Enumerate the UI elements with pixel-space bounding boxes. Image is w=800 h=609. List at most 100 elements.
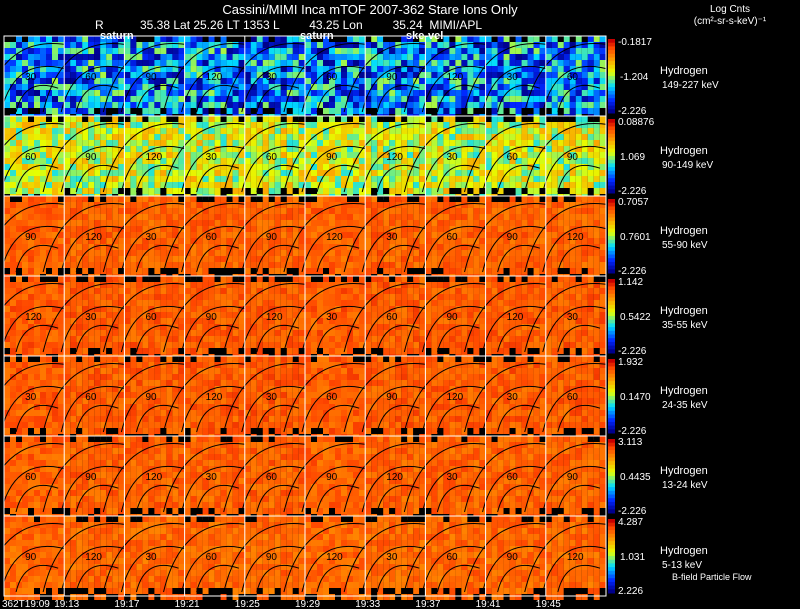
contour-label: 120 — [446, 72, 463, 83]
colorbar-max-label: 1.142 — [618, 277, 643, 288]
contour-line — [0, 65, 74, 113]
colorbar-mid-label: 0.4435 — [620, 472, 651, 483]
contour-line — [15, 484, 59, 513]
contour-line — [557, 84, 601, 113]
contour-line — [75, 244, 119, 273]
contour-line — [0, 305, 74, 353]
contour-label: 30 — [145, 552, 157, 563]
contour-line — [436, 484, 480, 513]
subtitle-ephemeris: 35.38 Lat 25.26 LT 1353 L 43.25 Lon 35.2… — [140, 18, 482, 32]
colorbar-min-label: -2.226 — [618, 506, 647, 517]
colorbar-min-label: -2.226 — [618, 106, 647, 117]
contour-line — [316, 164, 360, 193]
heatmap-panel: 90 — [223, 516, 333, 600]
contour-label: 90 — [386, 72, 398, 83]
contour-line — [376, 164, 420, 193]
contour-line — [256, 244, 300, 273]
contour-line — [436, 324, 480, 353]
contour-line — [241, 145, 315, 193]
contour-line — [15, 244, 59, 273]
contour-line — [436, 564, 480, 593]
contour-line — [256, 324, 300, 353]
contour-line — [376, 564, 420, 593]
contour-line — [482, 225, 555, 273]
heatmap-panel: 60 — [464, 436, 574, 520]
colorbar — [608, 119, 615, 194]
heatmap-panel: 60 — [0, 436, 92, 520]
contour-line — [557, 324, 601, 353]
heatmap-panel: 30 — [102, 516, 212, 600]
contour-label: 30 — [145, 232, 157, 243]
contour-label: 90 — [567, 152, 579, 163]
contour-label: 120 — [446, 392, 463, 403]
contour-label: 30 — [25, 72, 37, 83]
contour-label: 120 — [567, 232, 584, 243]
contour-label: 120 — [567, 552, 584, 563]
contour-line — [241, 305, 315, 353]
contour-line — [181, 545, 254, 593]
contour-line — [482, 145, 555, 193]
contour-line — [196, 244, 239, 273]
contour-label: 120 — [25, 312, 42, 323]
colorbar-max-label: 1.932 — [618, 357, 643, 368]
contour-line — [256, 404, 300, 433]
contour-label: 60 — [25, 152, 37, 163]
energy-label: 55-90 keV — [662, 240, 708, 251]
contour-line — [60, 385, 134, 433]
colorbar-max-label: 0.7057 — [618, 197, 649, 208]
heatmap-panel: 60 — [163, 196, 273, 280]
contour-line — [135, 484, 179, 513]
contour-line — [0, 545, 74, 593]
contour-label: 30 — [326, 312, 338, 323]
contour-line — [15, 84, 59, 113]
contour-line — [421, 465, 495, 513]
contour-line — [60, 145, 134, 193]
contour-line — [135, 404, 179, 433]
heatmap-panel: 90 — [102, 36, 212, 120]
contour-label: 30 — [206, 472, 218, 483]
contour-line — [0, 145, 74, 193]
contour-line — [75, 404, 119, 433]
energy-label: 35-55 keV — [662, 320, 708, 331]
contour-label: 30 — [507, 392, 519, 403]
contour-line — [301, 225, 375, 273]
contour-line — [120, 65, 194, 113]
colorbar — [608, 39, 615, 114]
contour-label: 60 — [206, 232, 218, 243]
contour-label: 120 — [326, 552, 343, 563]
species-label: Hydrogen — [660, 145, 708, 157]
heatmap-panel: 90 — [464, 516, 574, 600]
contour-line — [60, 545, 134, 593]
contour-line — [316, 244, 360, 273]
heatmap-panel: 30 — [102, 196, 212, 280]
contour-line — [120, 385, 194, 433]
contour-label: 30 — [206, 152, 218, 163]
contour-line — [301, 65, 375, 113]
colorbar-max-label: -0.1817 — [618, 37, 652, 48]
species-label: Hydrogen — [660, 65, 708, 77]
contour-line — [361, 305, 435, 353]
contour-label: 90 — [206, 312, 218, 323]
contour-line — [15, 324, 59, 353]
colorbar-min-label: 2.226 — [618, 586, 643, 597]
time-tick-label: 19:45 — [536, 599, 561, 609]
contour-line — [497, 564, 540, 593]
contour-line — [120, 145, 194, 193]
contour-line — [60, 225, 134, 273]
contour-label: 60 — [507, 152, 519, 163]
contour-label: 90 — [25, 232, 37, 243]
heatmap-panel: 60 — [223, 116, 333, 200]
units-label: Log Cnts — [709, 4, 751, 15]
contour-label: 30 — [386, 232, 398, 243]
contour-label: 90 — [507, 552, 519, 563]
contour-line — [15, 164, 59, 193]
contour-label: 120 — [507, 312, 524, 323]
contour-line — [181, 305, 254, 353]
contour-line — [316, 564, 360, 593]
contour-label: 120 — [386, 152, 403, 163]
colorbar — [608, 279, 615, 354]
contour-line — [120, 545, 194, 593]
contour-label: 60 — [567, 392, 579, 403]
contour-label: 90 — [446, 312, 458, 323]
heatmap-panel: 60 — [343, 276, 453, 360]
